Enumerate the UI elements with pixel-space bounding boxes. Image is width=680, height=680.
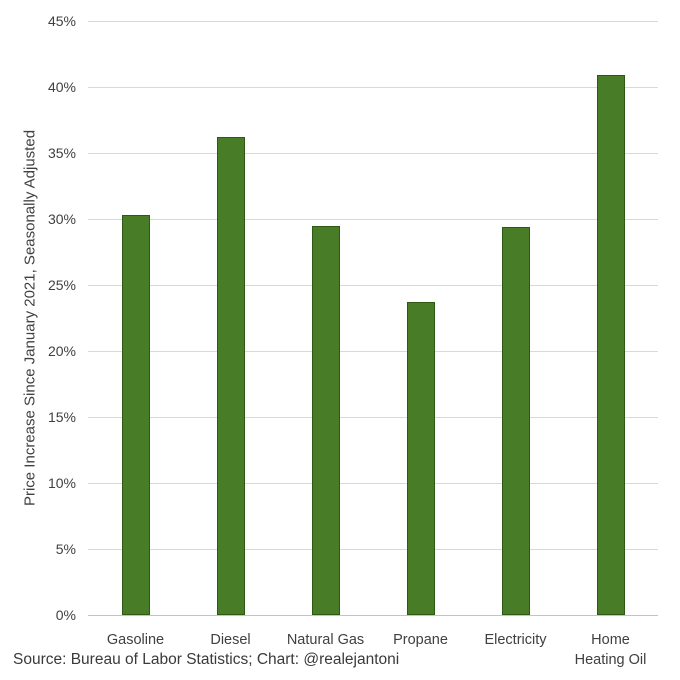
bar [502, 227, 530, 615]
x-category-label: Natural Gas [286, 632, 365, 648]
y-tick-label: 10% [47, 475, 76, 491]
bar [217, 137, 245, 615]
gridline [88, 87, 658, 88]
source-note: Source: Bureau of Labor Statistics; Char… [13, 651, 400, 668]
gridline [88, 351, 658, 352]
x-category-label: Electricity [484, 632, 547, 648]
y-tick-label: 20% [47, 343, 76, 359]
y-tick-label: 15% [47, 409, 76, 425]
y-tick-label: 25% [47, 277, 76, 293]
gridline [88, 153, 658, 154]
gridline [88, 21, 658, 22]
y-tick-label: 45% [47, 13, 76, 29]
bar [407, 302, 435, 615]
gridline [88, 285, 658, 286]
y-tick-label: 30% [47, 211, 76, 227]
x-category-label: Diesel [210, 632, 251, 648]
x-category-label: Gasoline [106, 632, 165, 648]
y-axis-title: Price Increase Since January 2021, Seaso… [21, 129, 39, 507]
y-tick-label: 0% [55, 607, 76, 623]
x-category-label: Propane [393, 632, 448, 648]
gridline [88, 219, 658, 220]
x-axis-line [88, 615, 658, 616]
bar [597, 75, 625, 615]
gridline [88, 417, 658, 418]
y-tick-label: 35% [47, 145, 76, 161]
y-tick-label: 5% [55, 541, 76, 557]
gridline [88, 549, 658, 550]
gridline [88, 483, 658, 484]
bar [312, 226, 340, 615]
x-category-label: Home Heating Oil [574, 632, 647, 668]
y-tick-label: 40% [47, 79, 76, 95]
bar [122, 215, 150, 615]
